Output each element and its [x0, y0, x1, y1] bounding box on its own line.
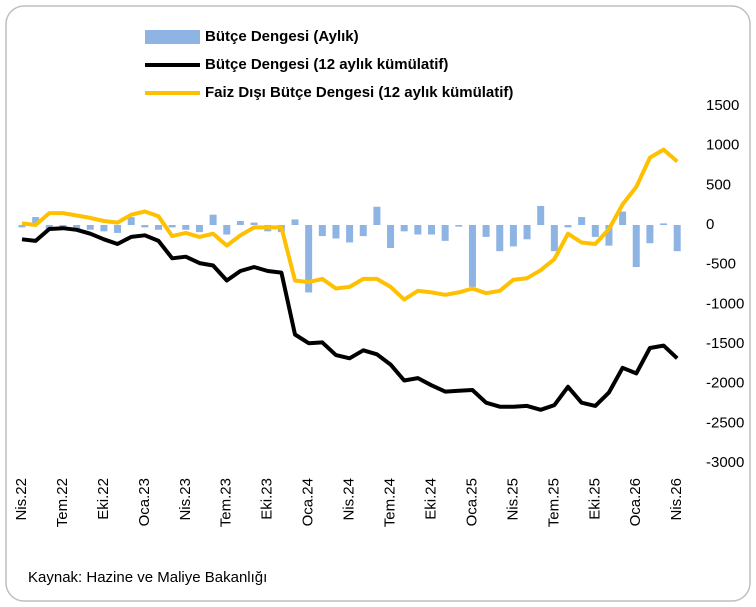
bar [32, 217, 40, 225]
x-tick-label: Nis.22 [13, 478, 30, 521]
bar [195, 225, 203, 233]
x-tick-label: Nis.25 [504, 478, 521, 521]
y-tick-label: 1500 [706, 97, 739, 114]
bar [441, 225, 449, 241]
x-tick-label: Tem.22 [54, 478, 71, 527]
bar [250, 222, 258, 225]
legend-label: Bütçe Dengesi (Aylık) [205, 28, 359, 45]
y-tick-label: -1500 [706, 335, 744, 352]
x-tick-label: Tem.23 [218, 478, 235, 527]
bar [127, 217, 135, 225]
bar [509, 225, 517, 247]
bar [359, 225, 367, 237]
bar [414, 225, 422, 235]
chart-frame [5, 5, 751, 602]
x-tick-label: Nis.26 [668, 478, 685, 521]
bar [605, 225, 613, 246]
bar [168, 225, 176, 228]
bar [537, 205, 545, 225]
bar [346, 225, 354, 243]
bar [182, 225, 190, 230]
source: Kaynak: Hazine ve Maliye Bakanlığı [28, 569, 267, 586]
bar [578, 217, 586, 225]
bar [455, 225, 463, 227]
bar [305, 225, 313, 293]
x-tick-label: Tem.24 [382, 478, 399, 527]
bar [591, 225, 599, 237]
bar [318, 225, 326, 237]
bar [387, 225, 395, 249]
bar [523, 225, 531, 240]
bar [114, 225, 122, 233]
x-tick-label: Oca.26 [627, 478, 644, 526]
y-tick-label: -2000 [706, 375, 744, 392]
x-tick-label: Nis.23 [177, 478, 194, 521]
x-tick-label: Eki.24 [422, 478, 439, 520]
bar [632, 225, 640, 268]
bar [482, 225, 490, 237]
x-tick-label: Tem.25 [545, 478, 562, 527]
bar [428, 225, 435, 235]
line [21, 147, 679, 302]
y-tick-label: 500 [706, 176, 731, 193]
y-tick-label: -3000 [706, 454, 744, 471]
x-tick-label: Oca.25 [463, 478, 480, 526]
bar [468, 225, 476, 287]
bar [18, 225, 26, 228]
bar [100, 225, 108, 232]
bar [373, 206, 381, 225]
bar [660, 223, 668, 225]
x-tick-label: Eki.23 [259, 478, 276, 520]
y-tick-label: 1000 [706, 137, 739, 154]
x-tick-label: Nis.24 [341, 478, 358, 521]
x-tick-label: Oca.24 [300, 478, 317, 526]
bar [550, 225, 558, 252]
bar [236, 221, 244, 225]
y-tick-label: -2500 [706, 414, 744, 431]
y-tick-label: -1000 [706, 295, 744, 312]
bar [564, 225, 572, 228]
y-tick-label: -500 [706, 256, 736, 273]
y-tick-label: 0 [706, 216, 714, 233]
x-tick-label: Oca.23 [136, 478, 153, 526]
legend-label: Faiz Dışı Bütçe Dengesi (12 aylık kümüla… [205, 84, 513, 101]
bar [400, 225, 408, 232]
bar [73, 225, 81, 229]
bar [291, 219, 299, 225]
legend-swatch [145, 30, 200, 44]
line [21, 226, 679, 412]
x-tick-label: Eki.22 [95, 478, 112, 520]
bar [496, 225, 504, 252]
bar [646, 225, 654, 244]
bar [141, 225, 149, 228]
bar [86, 225, 94, 230]
bar [619, 211, 627, 225]
x-tick-label: Eki.25 [586, 478, 603, 520]
bar [209, 214, 217, 225]
bar [673, 225, 681, 252]
bar [223, 225, 231, 235]
bar [155, 225, 162, 230]
legend-label: Bütçe Dengesi (12 aylık kümülatif) [205, 56, 448, 73]
bar [332, 225, 340, 239]
